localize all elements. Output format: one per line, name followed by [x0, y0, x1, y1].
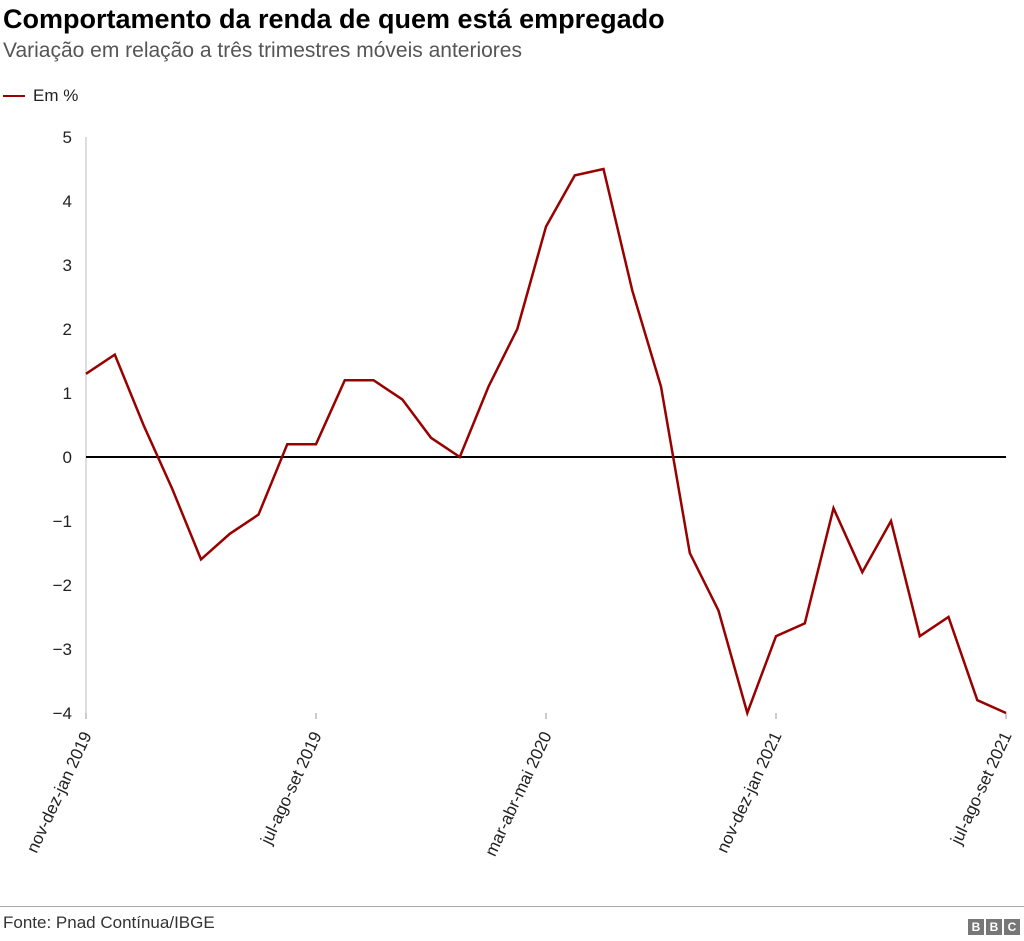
x-tick-label: jul-ago-set 2019 [256, 729, 325, 848]
y-tick-label: 4 [63, 192, 72, 211]
y-tick-label: 3 [63, 256, 72, 275]
y-tick-label: 2 [63, 320, 72, 339]
y-tick-label: 5 [63, 128, 72, 147]
chart-subtitle: Variação em relação a três trimestres mó… [3, 39, 522, 62]
chart-title: Comportamento da renda de quem está empr… [3, 4, 665, 34]
y-tick-label: −2 [53, 576, 72, 595]
x-tick-label: nov-dez-jan 2019 [23, 729, 96, 856]
y-tick-label: 1 [63, 384, 72, 403]
y-tick-label: 0 [63, 448, 72, 467]
y-tick-label: −1 [53, 512, 72, 531]
y-tick-label: −3 [53, 640, 72, 659]
x-tick-label: jul-ago-set 2021 [946, 729, 1015, 848]
footer-divider [0, 906, 1024, 907]
series-line-em-pct [85, 167, 1007, 718]
legend-swatch [3, 95, 25, 97]
x-tick-label: mar-abr-mai 2020 [481, 729, 555, 859]
legend-label: Em % [33, 86, 79, 105]
y-tick-label: −4 [53, 704, 72, 723]
x-tick-label: nov-dez-jan 2021 [713, 729, 786, 856]
legend: Em % [3, 86, 78, 106]
source-note: Fonte: Pnad Contínua/IBGE [3, 913, 215, 932]
